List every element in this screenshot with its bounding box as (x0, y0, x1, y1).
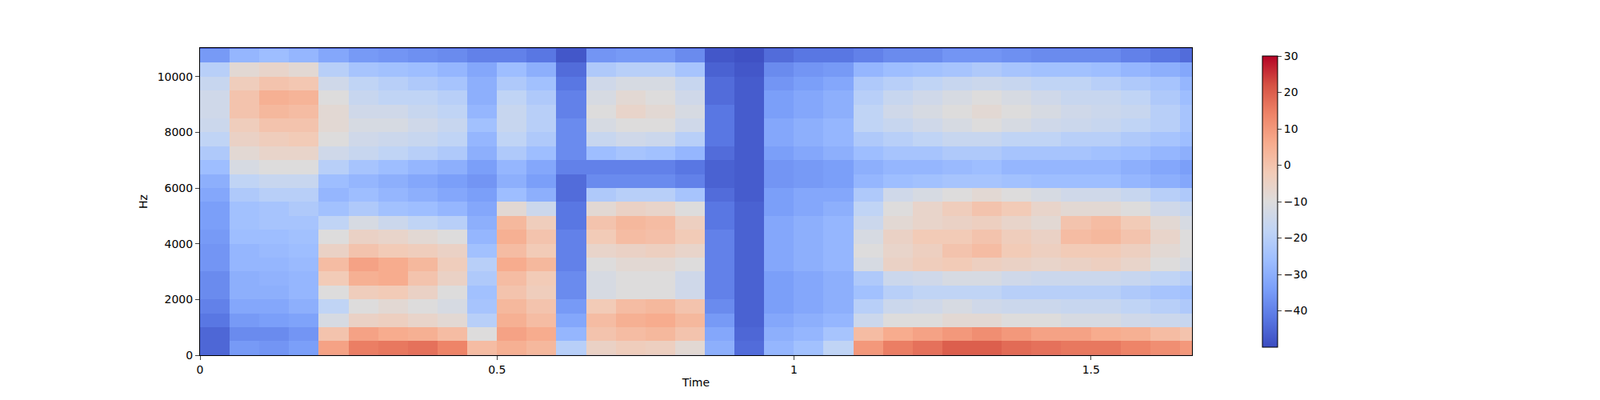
svg-text:8000: 8000 (164, 125, 194, 139)
svg-text:1: 1 (790, 363, 798, 376)
svg-text:4000: 4000 (164, 237, 194, 251)
svg-text:0: 0 (185, 348, 193, 362)
svg-text:20: 20 (1284, 85, 1299, 99)
svg-text:−10: −10 (1284, 195, 1308, 208)
svg-text:0.5: 0.5 (488, 363, 506, 376)
svg-text:30: 30 (1284, 49, 1299, 63)
svg-text:1.5: 1.5 (1082, 363, 1100, 376)
svg-text:2000: 2000 (164, 292, 194, 306)
svg-text:6000: 6000 (164, 181, 194, 195)
svg-text:10: 10 (1284, 122, 1299, 136)
svg-text:−30: −30 (1284, 268, 1308, 281)
svg-text:10000: 10000 (157, 70, 194, 84)
svg-text:0: 0 (196, 363, 204, 376)
svg-text:−20: −20 (1284, 231, 1308, 244)
svg-text:Hz: Hz (136, 194, 150, 209)
svg-text:0: 0 (1284, 158, 1292, 172)
svg-text:Time: Time (681, 376, 710, 389)
svg-text:−40: −40 (1284, 304, 1308, 317)
